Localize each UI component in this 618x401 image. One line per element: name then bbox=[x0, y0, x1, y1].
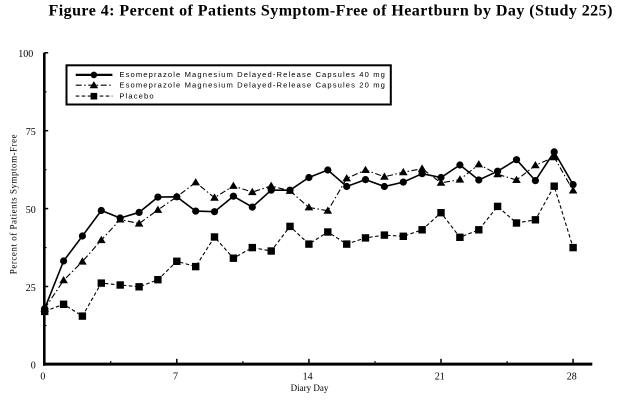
svg-text:50: 50 bbox=[26, 205, 36, 216]
svg-text:100: 100 bbox=[18, 49, 33, 60]
svg-text:28: 28 bbox=[567, 371, 577, 382]
svg-text:Esomeprazole Magnesium Delayed: Esomeprazole Magnesium Delayed-Release C… bbox=[119, 80, 386, 89]
svg-text:75: 75 bbox=[26, 127, 36, 138]
svg-text:Esomeprazole Magnesium Delayed: Esomeprazole Magnesium Delayed-Release C… bbox=[119, 70, 386, 79]
svg-text:21: 21 bbox=[435, 371, 445, 382]
svg-text:0: 0 bbox=[31, 361, 36, 372]
svg-text:Figure 4: Percent of Patients: Figure 4: Percent of Patients Symptom-Fr… bbox=[49, 3, 613, 20]
svg-text:14: 14 bbox=[303, 371, 313, 382]
svg-text:Percent of Patients Symptom-Fr: Percent of Patients Symptom-Free bbox=[9, 134, 19, 274]
svg-text:0: 0 bbox=[40, 371, 45, 382]
svg-text:7: 7 bbox=[173, 371, 178, 382]
svg-text:Diary Day: Diary Day bbox=[291, 383, 329, 393]
svg-text:25: 25 bbox=[26, 283, 36, 294]
svg-text:Placebo: Placebo bbox=[119, 91, 154, 100]
